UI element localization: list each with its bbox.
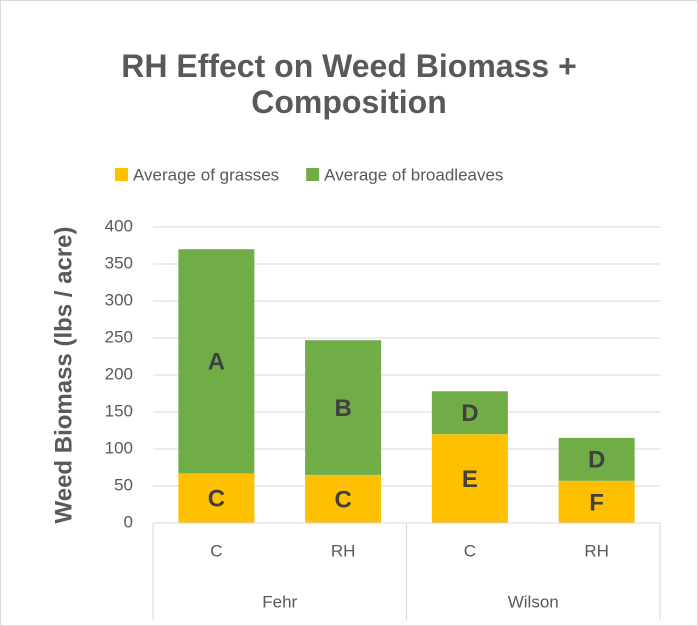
bar-segment [305, 340, 382, 475]
legend-label: Average of grasses [133, 165, 279, 184]
legend-swatch [115, 168, 128, 181]
bar-segment [305, 474, 382, 523]
segment-letter: B [334, 395, 351, 422]
segment-letter: E [462, 466, 478, 493]
group-label: Fehr [262, 592, 297, 611]
y-tick-label: 200 [105, 364, 133, 383]
segment-letter: A [208, 349, 225, 376]
bar-segment [558, 437, 635, 481]
bar-segment [431, 391, 508, 435]
legend-swatch [306, 168, 320, 181]
x-tick-label: C [210, 541, 222, 560]
group-label: Wilson [508, 592, 559, 611]
chart-title: RH Effect on Weed Biomass + Composition [121, 48, 577, 120]
bar-segment [178, 249, 255, 474]
y-tick-label: 350 [105, 253, 133, 272]
y-axis-label: Weed Biomass (lbs / acre) [50, 227, 77, 524]
x-tick-label: RH [331, 541, 356, 560]
segment-letter: D [588, 447, 605, 474]
x-tick-label: C [464, 541, 476, 560]
y-tick-label: 150 [105, 401, 133, 420]
y-tick-label: 0 [124, 512, 133, 531]
segment-letter: C [208, 486, 225, 513]
y-tick-label: 400 [105, 216, 133, 235]
segment-letter: D [461, 400, 478, 427]
segment-letter: C [334, 486, 351, 513]
y-tick-label: 50 [114, 475, 133, 494]
segment-letter: F [589, 489, 604, 516]
bar-segment [558, 480, 635, 523]
y-tick-label: 300 [105, 290, 133, 309]
bar-segment [431, 434, 508, 523]
y-tick-label: 100 [105, 438, 133, 457]
x-tick-label: RH [584, 541, 609, 560]
legend-label: Average of broadleaves [324, 165, 503, 184]
bar-segment [178, 473, 255, 523]
y-tick-label: 250 [105, 327, 133, 346]
